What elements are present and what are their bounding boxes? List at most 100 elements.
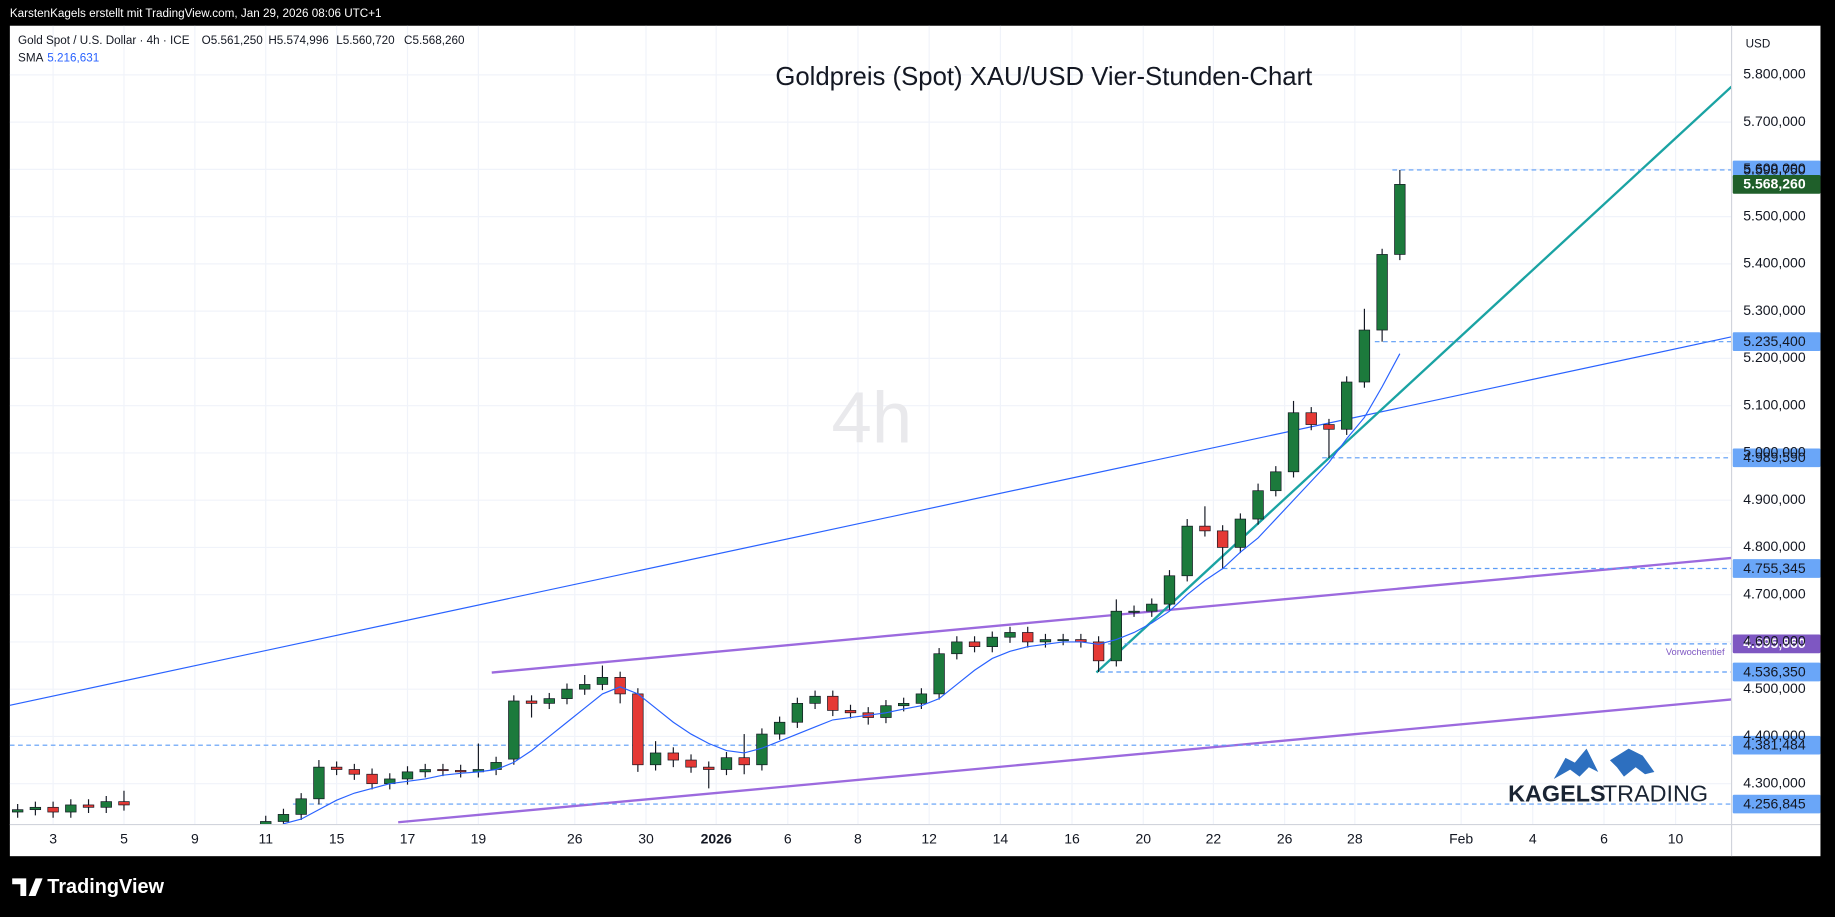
price-tag-label: 4.256,845	[1743, 795, 1806, 811]
x-tick-label: 20	[1135, 831, 1151, 847]
candle-body	[1181, 525, 1193, 577]
candle-body	[667, 752, 679, 761]
candle-body	[1199, 525, 1211, 532]
chart-title: Goldpreis (Spot) XAU/USD Vier-Stunden-Ch…	[775, 63, 1312, 91]
candle-body	[649, 752, 662, 766]
price-tag	[1732, 634, 1821, 654]
candle-body	[1341, 381, 1353, 430]
candle-body	[844, 710, 857, 714]
candle-body	[1323, 424, 1335, 430]
y-tick-label: 5.100,000	[1743, 396, 1806, 412]
y-tick-label: 4.900,000	[1743, 491, 1806, 507]
bear-icon	[1609, 748, 1655, 777]
candle-body	[277, 814, 290, 822]
candle-body	[614, 677, 626, 695]
x-tick-label: 17	[400, 831, 416, 847]
trend-line	[9, 336, 1732, 706]
candle-body	[118, 801, 130, 806]
x-tick-label: 2026	[701, 831, 732, 847]
price-tag-label: 4.381,484	[1743, 736, 1806, 752]
candle-body	[1270, 471, 1282, 492]
y-tick-label: 5.200,000	[1743, 349, 1806, 365]
candle-body	[401, 771, 414, 780]
candle-body	[1394, 184, 1406, 255]
x-tick-label: 6	[784, 831, 792, 847]
candle-body	[330, 766, 343, 770]
candle-body	[1163, 575, 1176, 605]
candle-body	[508, 700, 520, 760]
candle-body	[933, 653, 945, 695]
x-tick-label: 10	[1668, 831, 1684, 847]
footer: TradingView	[12, 876, 165, 898]
brand-icon	[12, 878, 43, 896]
price-tag-label: 5.598,750	[1743, 161, 1806, 177]
x-tick-label: 5	[120, 831, 128, 847]
candle-body	[454, 770, 467, 773]
y-tick-label: 5.400,000	[1743, 255, 1806, 271]
x-tick-label: 9	[191, 831, 199, 847]
y-tick-label: 4.600,000	[1743, 633, 1806, 649]
x-tick-label: Feb	[1449, 831, 1473, 847]
x-tick-label: 3	[49, 831, 57, 847]
candle-body	[703, 766, 715, 770]
candle-body	[685, 759, 697, 768]
series	[11, 169, 1406, 825]
ohlc-close: C5.568,260	[404, 34, 465, 47]
candle-body	[437, 769, 449, 772]
y-tick-label: 4.500,000	[1743, 680, 1806, 696]
candle-body	[1358, 329, 1371, 383]
ohlc-low: L5.560,720	[336, 34, 395, 47]
candle-body	[1128, 610, 1140, 613]
candle-body	[65, 804, 77, 813]
candle-body	[1234, 518, 1247, 548]
candle-body	[1216, 530, 1229, 548]
price-tag	[1732, 332, 1821, 352]
price-tag-label: 5.568,260	[1743, 176, 1806, 192]
symbol: Gold Spot / U.S. Dollar · 4h · ICE	[18, 34, 190, 47]
candle-body	[738, 757, 750, 766]
price-tag	[1732, 662, 1821, 682]
candle-body	[348, 769, 361, 775]
candle-body	[951, 641, 963, 655]
attribution: KarstenKagels erstellt mit TradingView.c…	[10, 7, 382, 20]
candle-body	[1092, 641, 1105, 662]
candle-body	[720, 757, 733, 770]
price-tag	[1732, 559, 1821, 578]
x-tick-label: 16	[1064, 831, 1080, 847]
price-tag-label: 4.755,345	[1743, 560, 1806, 576]
y-tick-label: 4.300,000	[1743, 774, 1806, 790]
price-tag	[1732, 735, 1821, 755]
candle-body	[295, 798, 307, 815]
candle-body	[1146, 603, 1158, 612]
logo-text: KAGELS	[1508, 781, 1605, 807]
y-tick-label: 4.800,000	[1743, 538, 1806, 554]
y-tick-label: 4.700,000	[1743, 585, 1806, 601]
price-tag-label: 5.235,400	[1743, 333, 1806, 349]
y-tick-label: 5.300,000	[1743, 302, 1806, 318]
x-tick-label: 6	[1600, 831, 1608, 847]
candle-body	[47, 806, 59, 813]
x-tick-label: 14	[993, 831, 1009, 847]
candle-body	[419, 769, 431, 773]
x-tick-label: 11	[258, 831, 273, 847]
y-tick-label: 4.400,000	[1743, 727, 1806, 743]
logo: KAGELS TRADING	[1508, 748, 1708, 807]
ohlc-high: H5.574,996	[268, 34, 328, 47]
price-tag-label: 4.536,350	[1743, 663, 1806, 679]
price-tag-label: 4.989,590	[1743, 449, 1806, 465]
candle-body	[1039, 639, 1052, 643]
sma-line	[283, 353, 1401, 825]
x-tick-label: 26	[1277, 831, 1293, 847]
channel-line	[398, 698, 1732, 824]
candle-body	[968, 641, 981, 647]
candle-body	[915, 693, 928, 704]
price-tag	[1732, 794, 1821, 814]
ohlc-open: O5.561,250	[202, 34, 264, 47]
annotation: Vorwochentief	[1666, 647, 1725, 657]
x-tick-label: 12	[921, 831, 937, 847]
y-tick-label: 5.700,000	[1743, 113, 1806, 129]
candle-body	[543, 698, 555, 704]
candle-body	[1305, 412, 1317, 425]
trend-line	[1095, 85, 1732, 674]
